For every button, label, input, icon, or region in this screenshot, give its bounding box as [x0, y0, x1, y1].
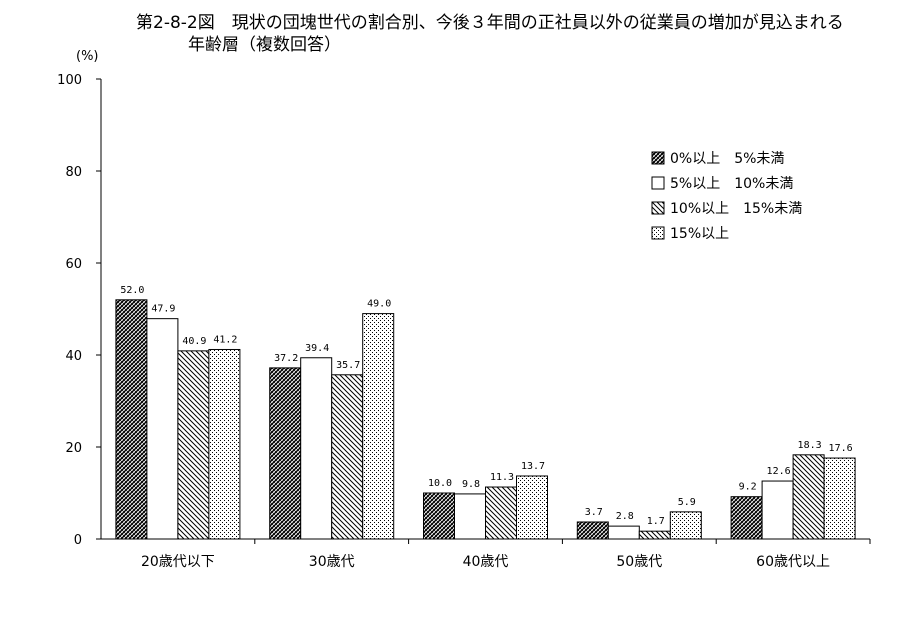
- bar-2-2: [300, 357, 333, 540]
- bar-4-2: [362, 313, 395, 540]
- value-label: 49.0: [367, 299, 391, 310]
- value-label: 10.0: [428, 478, 452, 489]
- legend-swatch: [651, 201, 665, 215]
- y-tick-label: 0: [74, 533, 82, 548]
- value-label: 3.7: [585, 507, 603, 518]
- value-label: 5.9: [678, 497, 696, 508]
- bar-1-3: [423, 492, 455, 540]
- y-tick-label: 20: [65, 441, 82, 456]
- x-category-label: 40歳代: [463, 554, 509, 570]
- bar-1-1: [115, 299, 148, 540]
- bar-3-3: [485, 486, 517, 540]
- value-label: 13.7: [521, 461, 545, 472]
- bar-2-5: [761, 480, 794, 540]
- value-label: 40.9: [182, 336, 206, 347]
- bar-3-4: [638, 530, 671, 540]
- legend-label: 15%以上: [670, 226, 729, 242]
- legend-swatch: [651, 176, 665, 190]
- legend: 0%以上 5%未満 5%以上 10%未満 10%以上 15%未満 15%以上: [651, 151, 802, 242]
- x-category-label: 60歳代以上: [756, 554, 830, 570]
- value-label: 52.0: [120, 285, 144, 296]
- value-label: 2.8: [616, 511, 634, 522]
- bar-1-5: [730, 496, 763, 540]
- legend-label: 10%以上 15%未満: [670, 201, 802, 217]
- bar-2-4: [607, 525, 640, 540]
- bar-2-3: [454, 493, 486, 540]
- legend-swatch: [651, 226, 665, 240]
- value-label: 9.2: [739, 482, 757, 493]
- value-label: 41.2: [213, 334, 237, 345]
- value-label: 35.7: [336, 360, 360, 371]
- y-tick-label: 60: [65, 257, 82, 272]
- legend-swatch: [651, 151, 665, 165]
- value-labels: 52.0 47.9 40.9 41.2 37.2 39.4 35.7 49.0 10.0 9.8 1…: [120, 285, 852, 527]
- legend-label: 5%以上 10%未満: [670, 176, 793, 192]
- legend-label: 0%以上 5%未満: [670, 151, 784, 167]
- bar-4-1: [208, 348, 241, 540]
- y-tick-label: 40: [65, 349, 82, 364]
- x-category-label: 20歳代以下: [141, 554, 215, 570]
- bar-3-5: [792, 454, 825, 540]
- bar-3-2: [331, 374, 364, 540]
- value-label: 37.2: [274, 353, 298, 364]
- y-tick-label: 100: [57, 73, 82, 88]
- chart-title-line2: 年齢層（複数回答）: [188, 35, 341, 55]
- value-label: 47.9: [151, 304, 175, 315]
- chart-title-line1: 第2-8-2図 現状の団塊世代の割合別、今後３年間の正社員以外の従業員の増加が見…: [136, 13, 844, 33]
- value-label: 18.3: [798, 440, 822, 451]
- value-label: 1.7: [647, 516, 665, 527]
- x-category-label: 30歳代: [309, 554, 355, 570]
- bar-1-2: [269, 367, 302, 540]
- x-category-label: 50歳代: [616, 554, 662, 570]
- bars: [115, 299, 856, 540]
- y-axis-unit-label: (%): [76, 49, 99, 64]
- bar-1-4: [576, 521, 609, 540]
- bar-4-3: [516, 475, 548, 540]
- bar-4-5: [823, 457, 856, 540]
- value-label: 9.8: [462, 479, 480, 490]
- y-tick-label: 80: [65, 165, 82, 180]
- bar-2-1: [146, 318, 179, 540]
- value-label: 11.3: [490, 472, 514, 483]
- value-label: 17.6: [829, 443, 853, 454]
- value-label: 39.4: [305, 343, 329, 354]
- bar-4-4: [669, 511, 702, 540]
- value-label: 12.6: [767, 466, 791, 477]
- bar-3-1: [177, 350, 210, 540]
